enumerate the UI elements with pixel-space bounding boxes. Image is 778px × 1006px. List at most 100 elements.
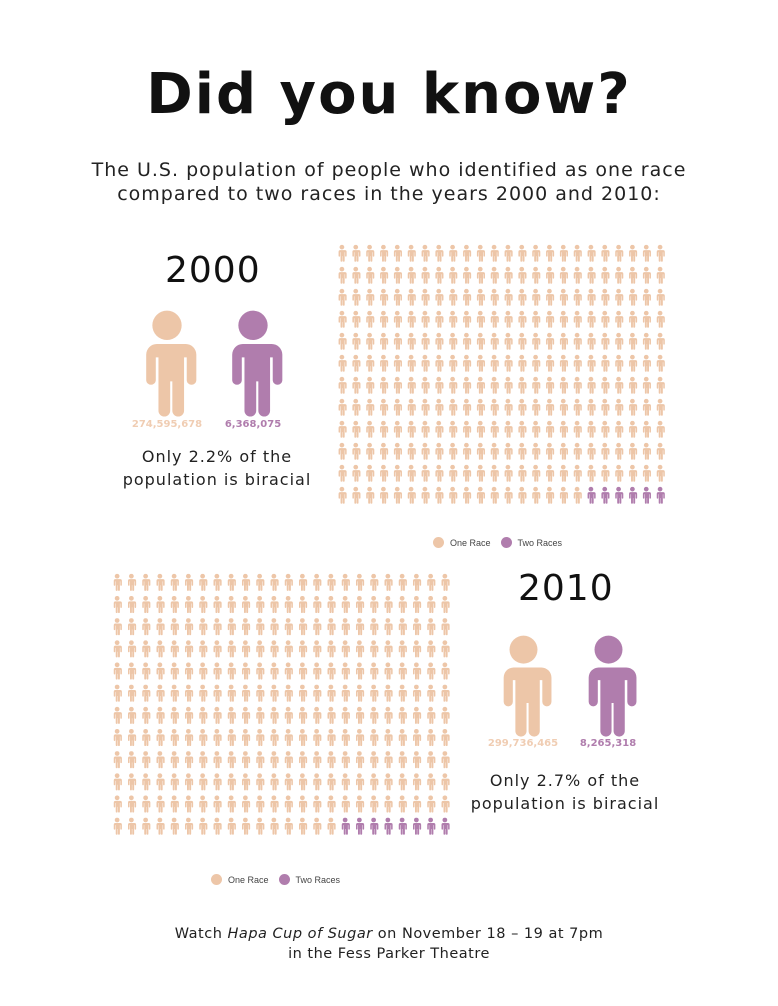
- one-race-icon-mark: [407, 420, 416, 438]
- two-races-icon-mark: [656, 486, 665, 504]
- one-race-icon-mark: [504, 266, 513, 284]
- one-race-icon-mark: [427, 751, 436, 769]
- one-race-icon-mark: [256, 706, 265, 724]
- one-race-icon-mark: [128, 595, 137, 614]
- one-race-icon-mark: [142, 795, 151, 813]
- one-race-icon-mark: [532, 398, 541, 416]
- one-race-icon-mark: [256, 595, 265, 614]
- one-race-icon-mark: [341, 751, 350, 769]
- one-race-icon-mark: [427, 573, 436, 591]
- one-race-icon-mark: [476, 288, 485, 306]
- one-race-icon-mark: [341, 684, 350, 702]
- one-race-icon-mark: [587, 442, 596, 460]
- one-race-icon-mark: [366, 288, 375, 306]
- one-race-icon-mark: [476, 486, 485, 504]
- one-race-icon-mark: [284, 640, 293, 658]
- one-race-icon-mark: [170, 773, 179, 791]
- one-race-icon-mark: [546, 420, 555, 438]
- one-race-icon-mark: [128, 662, 137, 680]
- one-race-icon-mark: [170, 595, 179, 614]
- one-race-icon-mark: [142, 751, 151, 769]
- one-race-icon-mark: [615, 244, 624, 262]
- one-race-icon-mark: [256, 662, 265, 680]
- two-races-icon-mark: [356, 817, 365, 835]
- one-race-icon-mark: [199, 817, 208, 835]
- one-race-icon-mark: [299, 751, 308, 769]
- one-race-icon-mark: [284, 662, 293, 680]
- one-race-icon-mark: [199, 595, 208, 614]
- one-race-icon-mark: [407, 442, 416, 460]
- one-race-icon-mark: [352, 266, 361, 284]
- one-race-icon-mark: [615, 442, 624, 460]
- one-race-icon-mark: [380, 266, 389, 284]
- one-race-icon-mark: [380, 376, 389, 394]
- one-race-icon-mark: [113, 795, 122, 813]
- one-race-icon-mark: [656, 376, 665, 394]
- one-race-icon-mark: [142, 573, 151, 591]
- one-race-icon-mark: [384, 728, 393, 747]
- one-race-icon-mark: [421, 288, 430, 306]
- one-race-icon-mark: [601, 376, 610, 394]
- one-race-icon-mark: [559, 354, 568, 372]
- one-race-icon-mark: [170, 618, 179, 636]
- one-race-icon-mark: [156, 684, 165, 702]
- one-race-icon-mark: [463, 288, 472, 306]
- one-race-icon-mark: [185, 795, 194, 813]
- one-race-icon-mark: [366, 486, 375, 504]
- one-race-icon-mark: [299, 817, 308, 835]
- one-race-icon-mark: [476, 420, 485, 438]
- one-race-icon-mark: [615, 376, 624, 394]
- one-race-icon-mark: [559, 288, 568, 306]
- one-race-icon-mark: [532, 486, 541, 504]
- one-race-icon-mark: [449, 266, 458, 284]
- one-race-icon-mark: [185, 640, 194, 658]
- one-race-icon-mark: [421, 310, 430, 328]
- one-race-icon-mark: [338, 442, 347, 460]
- one-race-icon-mark: [504, 288, 513, 306]
- one-race-icon-mark: [587, 464, 596, 482]
- one-race-icon-mark: [356, 751, 365, 769]
- one-race-icon-mark: [504, 332, 513, 350]
- one-race-icon-mark: [128, 728, 137, 747]
- one-race-icon-mark: [242, 706, 251, 724]
- one-race-icon-mark: [199, 706, 208, 724]
- one-race-icon-mark: [441, 640, 450, 658]
- show-title: Hapa Cup of Sugar: [227, 926, 373, 942]
- one-race-icon-mark: [435, 244, 444, 262]
- one-race-icon-mark: [476, 310, 485, 328]
- annotation-line: population is biracial: [470, 794, 660, 813]
- one-race-icon-mark: [629, 332, 638, 350]
- one-race-icon-mark: [380, 464, 389, 482]
- one-race-icon-mark: [370, 662, 379, 680]
- one-race-icon-mark: [384, 773, 393, 791]
- one-race-icon-mark: [113, 706, 122, 724]
- one-race-icon-mark: [341, 795, 350, 813]
- one-race-icon-mark: [518, 464, 527, 482]
- one-race-icon-mark: [128, 640, 137, 658]
- one-race-icon-mark: [435, 266, 444, 284]
- one-race-icon-mark: [170, 684, 179, 702]
- one-race-icon-mark: [656, 288, 665, 306]
- one-race-icon-mark: [449, 376, 458, 394]
- one-race-icon-mark: [559, 376, 568, 394]
- one-race-icon-mark: [142, 706, 151, 724]
- one-race-icon-mark: [352, 354, 361, 372]
- one-race-icon-mark: [449, 420, 458, 438]
- one-race-icon-mark: [370, 618, 379, 636]
- one-race-icon-mark: [421, 376, 430, 394]
- one-race-icon-mark: [441, 795, 450, 813]
- one-race-icon-mark: [546, 486, 555, 504]
- one-race-icon-mark: [213, 773, 222, 791]
- one-race-icon-mark: [601, 288, 610, 306]
- two-races-person-icon: [588, 635, 637, 737]
- one-race-icon-mark: [421, 398, 430, 416]
- one-race-icon-mark: [421, 266, 430, 284]
- one-race-icon-mark: [449, 398, 458, 416]
- one-race-icon-mark: [199, 573, 208, 591]
- one-race-icon-mark: [227, 795, 236, 813]
- one-race-icon-mark: [573, 442, 582, 460]
- one-race-icon-mark: [587, 266, 596, 284]
- one-race-icon-mark: [656, 244, 665, 262]
- one-race-icon-mark: [352, 486, 361, 504]
- one-race-icon-mark: [284, 728, 293, 747]
